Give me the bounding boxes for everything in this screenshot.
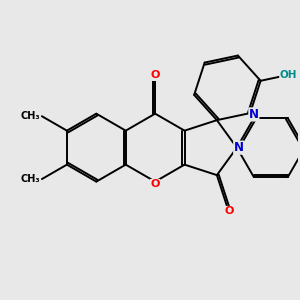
Text: O: O xyxy=(224,206,233,217)
Text: N: N xyxy=(249,108,259,121)
Text: N: N xyxy=(234,141,244,154)
Text: O: O xyxy=(151,179,160,189)
Text: CH₃: CH₃ xyxy=(20,111,40,121)
Text: OH: OH xyxy=(280,70,297,80)
Text: O: O xyxy=(151,70,160,80)
Text: CH₃: CH₃ xyxy=(20,174,40,184)
